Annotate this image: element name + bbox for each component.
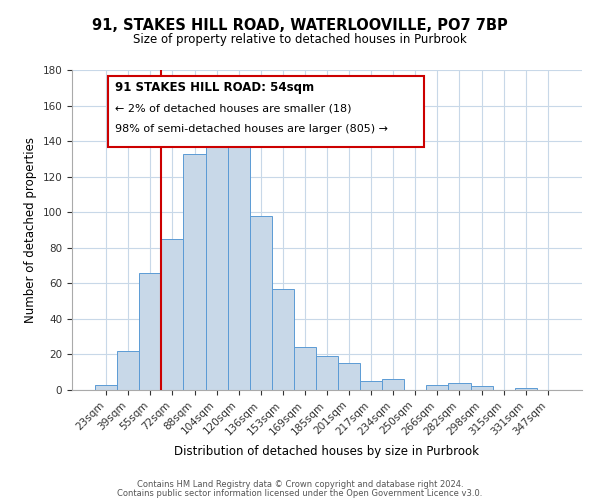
Bar [448, 383, 470, 390]
Text: 91 STAKES HILL ROAD: 54sqm: 91 STAKES HILL ROAD: 54sqm [115, 81, 314, 94]
Bar [338, 364, 360, 390]
Bar [227, 124, 250, 390]
Text: Size of property relative to detached houses in Purbrook: Size of property relative to detached ho… [133, 32, 467, 46]
Text: 91, STAKES HILL ROAD, WATERLOOVILLE, PO7 7BP: 91, STAKES HILL ROAD, WATERLOOVILLE, PO7… [92, 18, 508, 32]
X-axis label: Distribution of detached houses by size in Purbrook: Distribution of detached houses by size … [175, 445, 479, 458]
Bar [360, 381, 382, 390]
Bar [294, 348, 316, 390]
Bar [117, 351, 139, 390]
Bar [382, 380, 404, 390]
Bar [272, 288, 294, 390]
Bar [95, 384, 117, 390]
Text: ← 2% of detached houses are smaller (18): ← 2% of detached houses are smaller (18) [115, 104, 352, 114]
Bar [470, 386, 493, 390]
Bar [250, 216, 272, 390]
Bar [206, 136, 227, 390]
Bar [161, 239, 184, 390]
Bar [427, 384, 448, 390]
Bar [139, 272, 161, 390]
Bar [515, 388, 537, 390]
Y-axis label: Number of detached properties: Number of detached properties [24, 137, 37, 323]
Text: 98% of semi-detached houses are larger (805) →: 98% of semi-detached houses are larger (… [115, 124, 388, 134]
Bar [316, 356, 338, 390]
Text: Contains HM Land Registry data © Crown copyright and database right 2024.: Contains HM Land Registry data © Crown c… [137, 480, 463, 489]
FancyBboxPatch shape [108, 76, 424, 147]
Text: Contains public sector information licensed under the Open Government Licence v3: Contains public sector information licen… [118, 488, 482, 498]
Bar [184, 154, 206, 390]
